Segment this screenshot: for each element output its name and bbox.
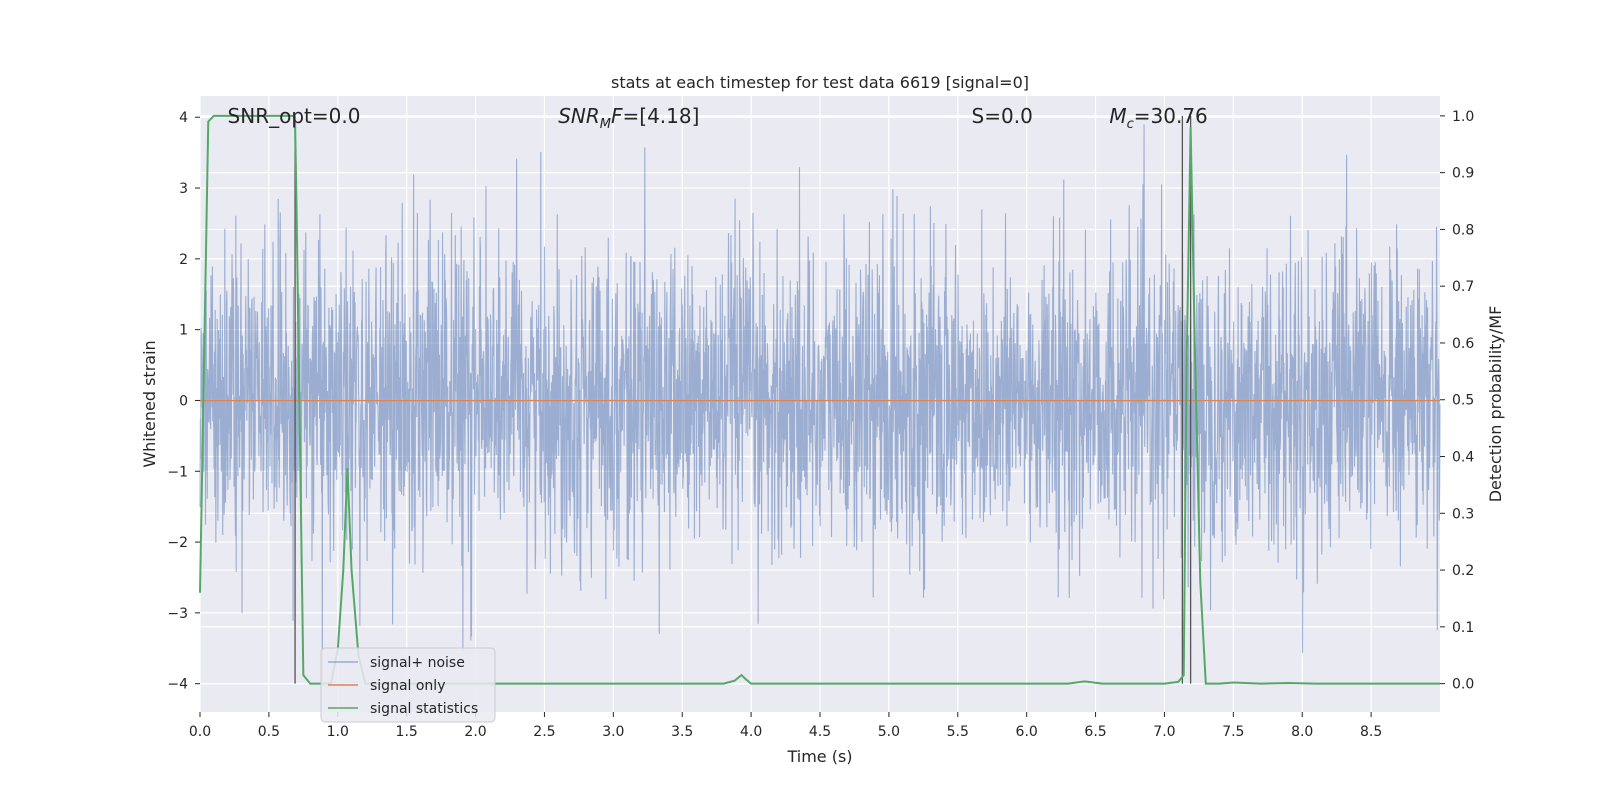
annotation-s-stat: S=0.0	[972, 104, 1033, 128]
y-tick-label-6: 2	[179, 252, 188, 268]
y-axis-label-right: Detection probability/MF	[1486, 306, 1505, 503]
x-tick-label-1: 0.5	[258, 724, 280, 740]
y-tick-label-2: −2	[167, 535, 188, 551]
y-tick-label-0: −4	[167, 677, 188, 693]
y-tick-label-1: −3	[167, 606, 188, 622]
x-tick-label-0: 0.0	[189, 724, 211, 740]
y-right-tick-label-1: 0.1	[1452, 620, 1474, 636]
x-tick-label-3: 1.5	[396, 724, 418, 740]
x-tick-label-14: 7.0	[1153, 724, 1175, 740]
y-right-tick-label-3: 0.3	[1452, 506, 1474, 522]
y-right-tick-label-7: 0.7	[1452, 279, 1474, 295]
y-right-tick-label-2: 0.2	[1452, 563, 1474, 579]
x-tick-label-15: 7.5	[1222, 724, 1244, 740]
series-signal-statistics	[199, 114, 1440, 685]
chart-title: stats at each timestep for test data 661…	[611, 73, 1029, 92]
annotation-snr-opt: SNR_opt=0.0	[228, 104, 361, 128]
x-tick-label-10: 5.0	[878, 724, 900, 740]
tick-labels: 0.0 0.5 1.0 1.5 2.0 2.5 3.0 3.5 4.0 4.5 5.0 5.5 6.0 6…	[167, 109, 1474, 740]
x-tick-label-9: 4.5	[809, 724, 831, 740]
y-right-tick-label-9: 0.9	[1452, 166, 1474, 182]
y-right-tick-label-5: 0.5	[1452, 393, 1474, 409]
legend: signal+ noise signal only signal statist…	[320, 647, 496, 723]
x-axis-label: Time (s)	[786, 747, 852, 766]
annotations: SNR_opt=0.0 SNRMF=[4.18] S=0.0 Mc=30.76	[228, 104, 1208, 132]
annotation-snr-mf: SNRMF=[4.18]	[558, 104, 699, 132]
x-tick-label-11: 5.5	[947, 724, 969, 740]
x-tick-label-17: 8.5	[1360, 724, 1382, 740]
x-tick-label-8: 4.0	[740, 724, 762, 740]
vertical-markers	[294, 115, 1192, 684]
y-axis-label: Whitened strain	[140, 340, 159, 467]
y-right-tick-label-8: 0.8	[1452, 222, 1474, 238]
x-tick-label-7: 3.5	[671, 724, 693, 740]
x-tick-label-5: 2.5	[533, 724, 555, 740]
x-tick-label-6: 3.0	[602, 724, 624, 740]
x-tick-label-12: 6.0	[1016, 724, 1038, 740]
y-right-tick-label-0: 0.0	[1452, 677, 1474, 693]
noise-trace	[199, 124, 1441, 681]
y-right-tick-label-10: 1.0	[1452, 109, 1474, 125]
x-tick-label-2: 1.0	[327, 724, 349, 740]
legend-box	[320, 647, 496, 723]
y-right-tick-label-4: 0.4	[1452, 450, 1474, 466]
signal-statistics-trace	[199, 114, 1440, 685]
legend-label-signal-statistics: signal statistics	[370, 701, 478, 717]
series-signal-plus-noise	[199, 124, 1441, 681]
legend-label-signal-only: signal only	[370, 678, 445, 694]
y-tick-label-4: 0	[179, 393, 188, 409]
y-tick-label-7: 3	[179, 181, 188, 197]
x-tick-label-13: 6.5	[1084, 724, 1106, 740]
y-tick-label-8: 4	[179, 110, 188, 126]
y-right-tick-label-6: 0.6	[1452, 336, 1474, 352]
y-tick-label-5: 1	[179, 323, 188, 339]
y-tick-label-3: −1	[167, 464, 188, 480]
x-tick-label-4: 2.0	[464, 724, 486, 740]
annotation-chirp-mass: Mc=30.76	[1109, 104, 1207, 132]
legend-label-signal-plus-noise: signal+ noise	[370, 655, 465, 671]
x-tick-label-16: 8.0	[1291, 724, 1313, 740]
